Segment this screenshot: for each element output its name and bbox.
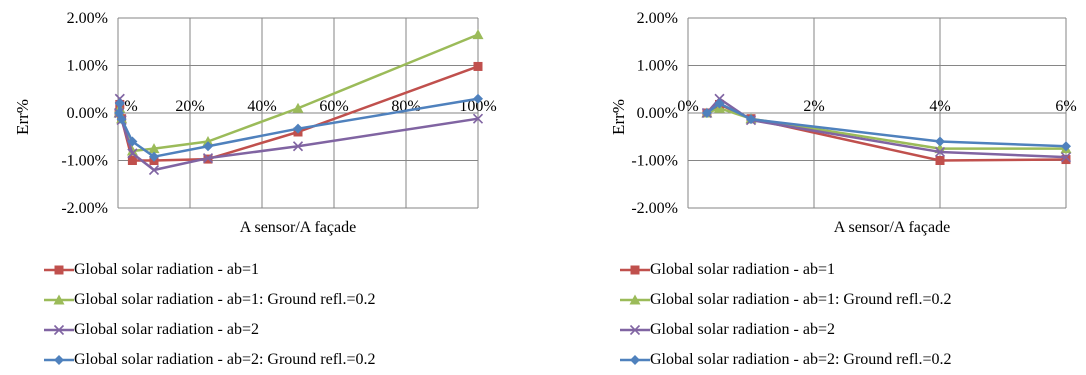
legend-label: Global solar radiation - ab=1 [650, 261, 835, 278]
grid-left [117, 17, 479, 209]
marker-x [629, 324, 641, 336]
legend-item: Global solar radiation - ab=2: Ground re… [620, 345, 952, 375]
marker-diamond [127, 136, 138, 147]
y-tick-label: -2.00% [631, 200, 678, 217]
legend-item: Global solar radiation - ab=1 [620, 255, 952, 285]
legend-item: Global solar radiation - ab=2 [620, 315, 952, 345]
marker-diamond [746, 114, 756, 125]
marker-x [1060, 152, 1072, 163]
series-left [113, 29, 484, 176]
marker-x [934, 146, 946, 158]
marker-triangle [629, 294, 641, 305]
marker-diamond [54, 355, 64, 365]
y-tick-label: -1.00% [631, 153, 678, 170]
x-tick-label: 0% [677, 98, 698, 115]
marker-diamond [203, 141, 213, 152]
legend-swatch [620, 355, 650, 365]
legend-swatch [620, 294, 650, 305]
y-tick-label: -2.00% [61, 200, 108, 217]
legend-item: Global solar radiation - ab=2 [44, 315, 376, 345]
marker-diamond [114, 98, 125, 109]
y-tick-label: 1.00% [637, 58, 678, 75]
y-tick-label: 0.00% [67, 105, 108, 122]
tick-labels-right: 2.00% 1.00% 0.00% -1.00% -2.00% 0% 2% 4% 6% [631, 10, 1076, 217]
x-tick-label: 4% [929, 98, 950, 115]
marker-triangle [202, 136, 214, 146]
x-tick-label: 100% [459, 98, 496, 115]
marker-diamond [116, 114, 127, 125]
legend-label: Global solar radiation - ab=1: Ground re… [74, 291, 376, 308]
x-tick-label: 6% [1055, 98, 1076, 115]
chart-left: 2.00%1.00%0.00%-1.00%-2.00%0% 20% 40% 60% 80… [13, 10, 497, 236]
marker-x [292, 141, 304, 152]
marker-x [53, 324, 65, 336]
legend-item: Global solar radiation - ab=2: Ground re… [44, 345, 376, 375]
legend-label: Global solar radiation - ab=2 [650, 321, 835, 338]
marker-diamond [714, 98, 725, 109]
x-tick-label: 60% [319, 98, 348, 115]
legend-item: Global solar radiation - ab=1: Ground re… [44, 285, 376, 315]
marker-diamond [149, 151, 159, 162]
legend-item: Global solar radiation - ab=1: Ground re… [620, 285, 952, 315]
legend-swatch [620, 324, 650, 336]
x-tick-label: 20% [175, 98, 204, 115]
legend-swatch [44, 265, 74, 275]
legend-swatch [44, 355, 74, 365]
chart-right: 2.00% 1.00% 0.00% -1.00% -2.00% 0% 2% 4% 6% Err%… [609, 10, 1077, 236]
x-tick-label: 40% [247, 98, 276, 115]
marker-diamond [1061, 141, 1071, 152]
marker-triangle [472, 29, 484, 40]
x-axis-title-right: A sensor/A façade [834, 219, 950, 236]
marker-square [1061, 155, 1071, 165]
grid-right [687, 17, 1067, 209]
marker-x [148, 164, 160, 176]
marker-triangle [53, 294, 65, 305]
tick-labels-left: 2.00%1.00%0.00%-1.00%-2.00%0% 20% 40% 60% 80… [61, 10, 496, 217]
y-tick-label: 2.00% [637, 10, 678, 27]
legend-right: Global solar radiation - ab=1 Global sol… [620, 255, 952, 375]
y-tick-label: -1.00% [61, 153, 108, 170]
marker-square [935, 156, 945, 165]
legend-swatch [44, 294, 74, 305]
legend-label: Global solar radiation - ab=2: Ground re… [74, 351, 376, 368]
marker-diamond [473, 93, 483, 104]
marker-triangle [148, 143, 160, 154]
legend-label: Global solar radiation - ab=1: Ground re… [650, 291, 952, 308]
y-tick-label: 0.00% [637, 105, 678, 122]
marker-diamond [630, 355, 640, 365]
legend-item: Global solar radiation - ab=1 [44, 255, 376, 285]
y-axis-title-right: Err% [609, 99, 628, 135]
marker-square [630, 265, 640, 275]
marker-x [472, 113, 484, 124]
marker-square [473, 61, 483, 71]
legend-swatch [44, 324, 74, 336]
y-axis-title-left: Err% [13, 99, 32, 135]
marker-square [54, 265, 64, 275]
marker-x [127, 148, 138, 159]
legend-label: Global solar radiation - ab=1 [74, 261, 259, 278]
x-tick-label: 2% [803, 98, 824, 115]
legend-label: Global solar radiation - ab=2: Ground re… [650, 351, 952, 368]
legend-label: Global solar radiation - ab=2 [74, 321, 259, 338]
legend-swatch [620, 265, 650, 275]
legend-left: Global solar radiation - ab=1 Global sol… [44, 255, 376, 375]
series-right [701, 93, 1072, 165]
y-tick-label: 2.00% [67, 10, 108, 27]
marker-diamond [701, 108, 712, 118]
marker-diamond [293, 123, 303, 134]
y-tick-label: 1.00% [67, 58, 108, 75]
marker-square [127, 156, 137, 165]
marker-diamond [935, 136, 945, 147]
marker-triangle [292, 102, 304, 113]
marker-x [202, 153, 214, 164]
x-axis-title-left: A sensor/A façade [240, 219, 356, 236]
